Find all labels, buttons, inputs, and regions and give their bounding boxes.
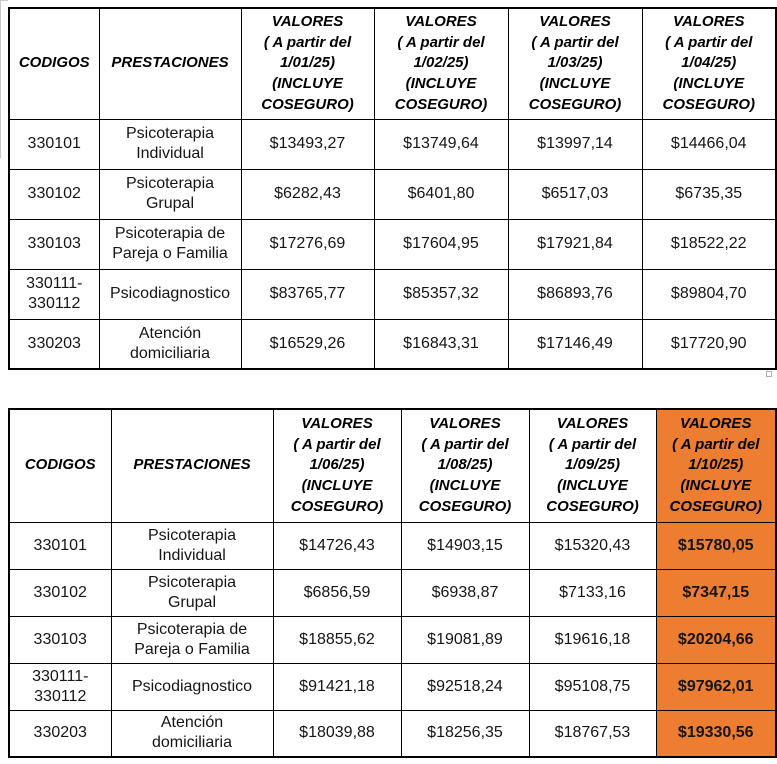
valor-cell: $6517,03	[507, 168, 643, 220]
table-row: 330103 Psicoterapia de Pareja o Familia …	[8, 615, 777, 664]
header-valores-1: VALORES ( A partir del 1/06/25) (INCLUYE…	[272, 408, 402, 523]
prestacion-cell: Psicoterapia de Pareja o Familia	[110, 615, 274, 664]
header-valores-1: VALORES ( A partir del 1/01/25) (INCLUYE…	[240, 7, 375, 120]
valor-cell: $6938,87	[400, 568, 530, 617]
valor-cell: $91421,18	[272, 662, 402, 711]
valor-cell: $17921,84	[507, 218, 643, 270]
table-row: 330101 Psicoterapia Individual $14726,43…	[8, 521, 777, 570]
price-table-jun-oct: CODIGOS PRESTACIONES VALORES ( A partir …	[8, 408, 777, 758]
codigo-cell: 330101	[8, 118, 100, 170]
valor-cell: $83765,77	[240, 268, 375, 320]
valor-cell: $85357,32	[373, 268, 509, 320]
valor-cell: $17146,49	[507, 318, 643, 370]
valor-cell: $13997,14	[507, 118, 643, 170]
prestacion-cell: Atención domiciliaria	[110, 709, 274, 758]
valor-cell: $6401,80	[373, 168, 509, 220]
table-row: 330103 Psicoterapia de Pareja o Familia …	[8, 218, 777, 270]
valor-cell: $17720,90	[641, 318, 777, 370]
valor-cell: $16843,31	[373, 318, 509, 370]
header-prestaciones: PRESTACIONES	[110, 408, 274, 523]
valor-cell: $19616,18	[528, 615, 657, 664]
codigo-cell: 330103	[8, 615, 112, 664]
valor-cell: $17604,95	[373, 218, 509, 270]
valor-cell-highlighted: $97962,01	[655, 662, 777, 711]
table-row: 330111- 330112 Psicodiagnostico $91421,1…	[8, 662, 777, 711]
prestacion-cell: Psicodiagnostico	[110, 662, 274, 711]
header-valores-3: VALORES ( A partir del 1/09/25) (INCLUYE…	[528, 408, 657, 523]
valor-cell: $16529,26	[240, 318, 375, 370]
valor-cell: $14903,15	[400, 521, 530, 570]
price-table-jan-apr: CODIGOS PRESTACIONES VALORES ( A partir …	[8, 7, 777, 370]
valor-cell: $18522,22	[641, 218, 777, 270]
valor-cell-highlighted: $20204,66	[655, 615, 777, 664]
table-row: 330203 Atención domiciliaria $18039,88 $…	[8, 709, 777, 758]
header-prestaciones: PRESTACIONES	[98, 7, 242, 120]
prestacion-cell: Atención domiciliaria	[98, 318, 242, 370]
valor-cell: $14466,04	[641, 118, 777, 170]
valor-cell: $6856,59	[272, 568, 402, 617]
table-row: 330102 Psicoterapia Grupal $6282,43 $640…	[8, 168, 777, 220]
spreadsheet-gridline-top	[0, 0, 8, 1]
prestacion-cell: Psicoterapia Grupal	[110, 568, 274, 617]
spreadsheet-gridline-left	[0, 0, 1, 158]
object-resize-handle[interactable]	[766, 371, 772, 377]
prestacion-cell: Psicoterapia Grupal	[98, 168, 242, 220]
prestacion-cell: Psicoterapia de Pareja o Familia	[98, 218, 242, 270]
table-row: 330101 Psicoterapia Individual $13493,27…	[8, 118, 777, 170]
header-codigos: CODIGOS	[8, 408, 112, 523]
table-row: 330102 Psicoterapia Grupal $6856,59 $693…	[8, 568, 777, 617]
valor-cell: $86893,76	[507, 268, 643, 320]
table-row: 330111- 330112 Psicodiagnostico $83765,7…	[8, 268, 777, 320]
valor-cell-highlighted: $19330,56	[655, 709, 777, 758]
codigo-cell: 330102	[8, 168, 100, 220]
valor-cell-highlighted: $15780,05	[655, 521, 777, 570]
prestacion-cell: Psicoterapia Individual	[98, 118, 242, 170]
codigo-cell: 330101	[8, 521, 112, 570]
valor-cell: $7133,16	[528, 568, 657, 617]
valor-cell: $89804,70	[641, 268, 777, 320]
codigo-cell: 330111- 330112	[8, 268, 100, 320]
header-valores-2: VALORES ( A partir del 1/08/25) (INCLUYE…	[400, 408, 530, 523]
codigo-cell: 330102	[8, 568, 112, 617]
codigo-cell: 330103	[8, 218, 100, 270]
valor-cell: $17276,69	[240, 218, 375, 270]
codigo-cell: 330203	[8, 318, 100, 370]
header-codigos: CODIGOS	[8, 7, 100, 120]
valor-cell: $92518,24	[400, 662, 530, 711]
valor-cell: $18855,62	[272, 615, 402, 664]
valor-cell: $13749,64	[373, 118, 509, 170]
valor-cell-highlighted: $7347,15	[655, 568, 777, 617]
codigo-cell: 330111- 330112	[8, 662, 112, 711]
valor-cell: $95108,75	[528, 662, 657, 711]
valor-cell: $13493,27	[240, 118, 375, 170]
header-row: CODIGOS PRESTACIONES VALORES ( A partir …	[8, 408, 777, 523]
valor-cell: $6735,35	[641, 168, 777, 220]
header-valores-2: VALORES ( A partir del 1/02/25) (INCLUYE…	[373, 7, 509, 120]
table-row: 330203 Atención domiciliaria $16529,26 $…	[8, 318, 777, 370]
header-row: CODIGOS PRESTACIONES VALORES ( A partir …	[8, 7, 777, 120]
valor-cell: $18039,88	[272, 709, 402, 758]
header-valores-3: VALORES ( A partir del 1/03/25) (INCLUYE…	[507, 7, 643, 120]
valor-cell: $14726,43	[272, 521, 402, 570]
valor-cell: $15320,43	[528, 521, 657, 570]
valor-cell: $18256,35	[400, 709, 530, 758]
prestacion-cell: Psicodiagnostico	[98, 268, 242, 320]
header-valores-4-highlighted: VALORES ( A partir del 1/10/25) (INCLUYE…	[655, 408, 777, 523]
prestacion-cell: Psicoterapia Individual	[110, 521, 274, 570]
valor-cell: $6282,43	[240, 168, 375, 220]
valor-cell: $18767,53	[528, 709, 657, 758]
codigo-cell: 330203	[8, 709, 112, 758]
header-valores-4: VALORES ( A partir del 1/04/25) (INCLUYE…	[641, 7, 777, 120]
valor-cell: $19081,89	[400, 615, 530, 664]
